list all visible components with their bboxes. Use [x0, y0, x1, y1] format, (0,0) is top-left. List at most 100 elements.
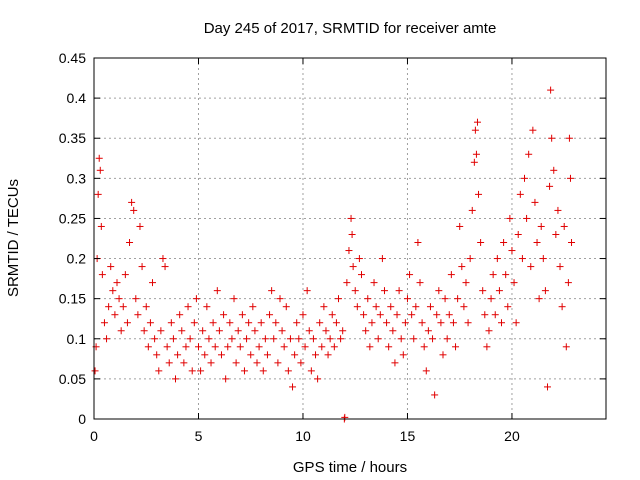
data-point: [211, 343, 219, 351]
data-point: [357, 271, 365, 279]
data-point: [100, 319, 108, 327]
data-point: [397, 335, 405, 343]
y-tick-label: 0.3: [67, 170, 87, 186]
data-point: [502, 271, 510, 279]
data-point: [247, 351, 255, 359]
data-point: [215, 327, 223, 335]
data-point: [370, 279, 378, 287]
data-point: [337, 335, 345, 343]
data-point: [278, 327, 286, 335]
data-point: [416, 279, 424, 287]
data-point: [568, 239, 576, 247]
data-point: [441, 295, 449, 303]
tick-labels: 0 0.05 0.1 0.15 0.2 0.25 0.3 0.35 0.4 0.45 0 5 10 15 2…: [59, 50, 520, 444]
data-point: [351, 287, 359, 295]
data-point: [535, 295, 543, 303]
data-point: [498, 319, 506, 327]
x-tick-label: 15: [400, 428, 416, 444]
data-point: [491, 311, 499, 319]
data-point: [408, 311, 416, 319]
data-point: [330, 343, 338, 351]
data-point: [121, 271, 129, 279]
data-point: [343, 279, 351, 287]
data-point: [376, 311, 384, 319]
data-point: [495, 287, 503, 295]
data-point: [276, 295, 284, 303]
data-point: [508, 247, 516, 255]
data-point: [424, 327, 432, 335]
x-tick-label: 0: [90, 428, 98, 444]
chart-title: Day 245 of 2017, SRMTID for receiver amt…: [204, 20, 497, 37]
plot-frame: [93, 57, 607, 420]
data-point: [335, 295, 343, 303]
data-point: [383, 319, 391, 327]
data-point: [473, 118, 481, 126]
data-point: [470, 158, 478, 166]
data-point: [537, 222, 545, 230]
data-point: [531, 198, 539, 206]
data-point: [395, 287, 403, 295]
x-axis-label: GPS time / hours: [293, 459, 407, 476]
data-point: [217, 351, 225, 359]
data-point: [107, 263, 115, 271]
data-point: [140, 327, 148, 335]
data-point: [109, 287, 117, 295]
data-point: [518, 255, 526, 263]
data-point: [307, 367, 315, 375]
data-point: [134, 311, 142, 319]
data-point: [270, 335, 278, 343]
data-point: [203, 303, 211, 311]
y-tick-label: 0: [78, 411, 86, 427]
data-point: [362, 327, 370, 335]
data-point: [132, 295, 140, 303]
data-point: [439, 351, 447, 359]
data-point: [149, 279, 157, 287]
data-point: [176, 311, 184, 319]
data-point: [266, 311, 274, 319]
data-point: [186, 335, 194, 343]
y-tick-label: 0.15: [59, 291, 86, 307]
data-point: [527, 263, 535, 271]
data-point: [560, 222, 568, 230]
data-point: [414, 239, 422, 247]
y-tick-label: 0.35: [59, 130, 86, 146]
data-point: [293, 319, 301, 327]
data-point: [163, 343, 171, 351]
data-points: [91, 86, 576, 423]
data-point: [332, 319, 340, 327]
data-point: [178, 327, 186, 335]
data-point: [464, 319, 472, 327]
data-point: [161, 263, 169, 271]
data-point: [548, 134, 556, 142]
data-point: [236, 343, 244, 351]
data-point: [263, 351, 271, 359]
data-point: [299, 311, 307, 319]
y-tick-label: 0.25: [59, 210, 86, 226]
data-point: [458, 263, 466, 271]
data-point: [452, 343, 460, 351]
data-point: [192, 295, 200, 303]
data-point: [487, 295, 495, 303]
data-point: [320, 303, 328, 311]
data-point: [349, 263, 357, 271]
data-point: [220, 311, 228, 319]
data-point: [224, 343, 232, 351]
data-point: [431, 391, 439, 399]
grid-lines: [94, 58, 606, 419]
data-point: [199, 327, 207, 335]
data-point: [113, 279, 121, 287]
data-point: [274, 359, 282, 367]
data-point: [366, 343, 374, 351]
data-point: [309, 335, 317, 343]
data-point: [305, 327, 313, 335]
data-point: [546, 182, 554, 190]
data-point: [510, 279, 518, 287]
data-point: [318, 343, 326, 351]
data-point: [443, 335, 451, 343]
data-point: [385, 343, 393, 351]
data-point: [372, 303, 380, 311]
data-point: [282, 303, 290, 311]
data-point: [493, 255, 501, 263]
y-tick-label: 0.2: [67, 251, 87, 267]
data-point: [539, 255, 547, 263]
